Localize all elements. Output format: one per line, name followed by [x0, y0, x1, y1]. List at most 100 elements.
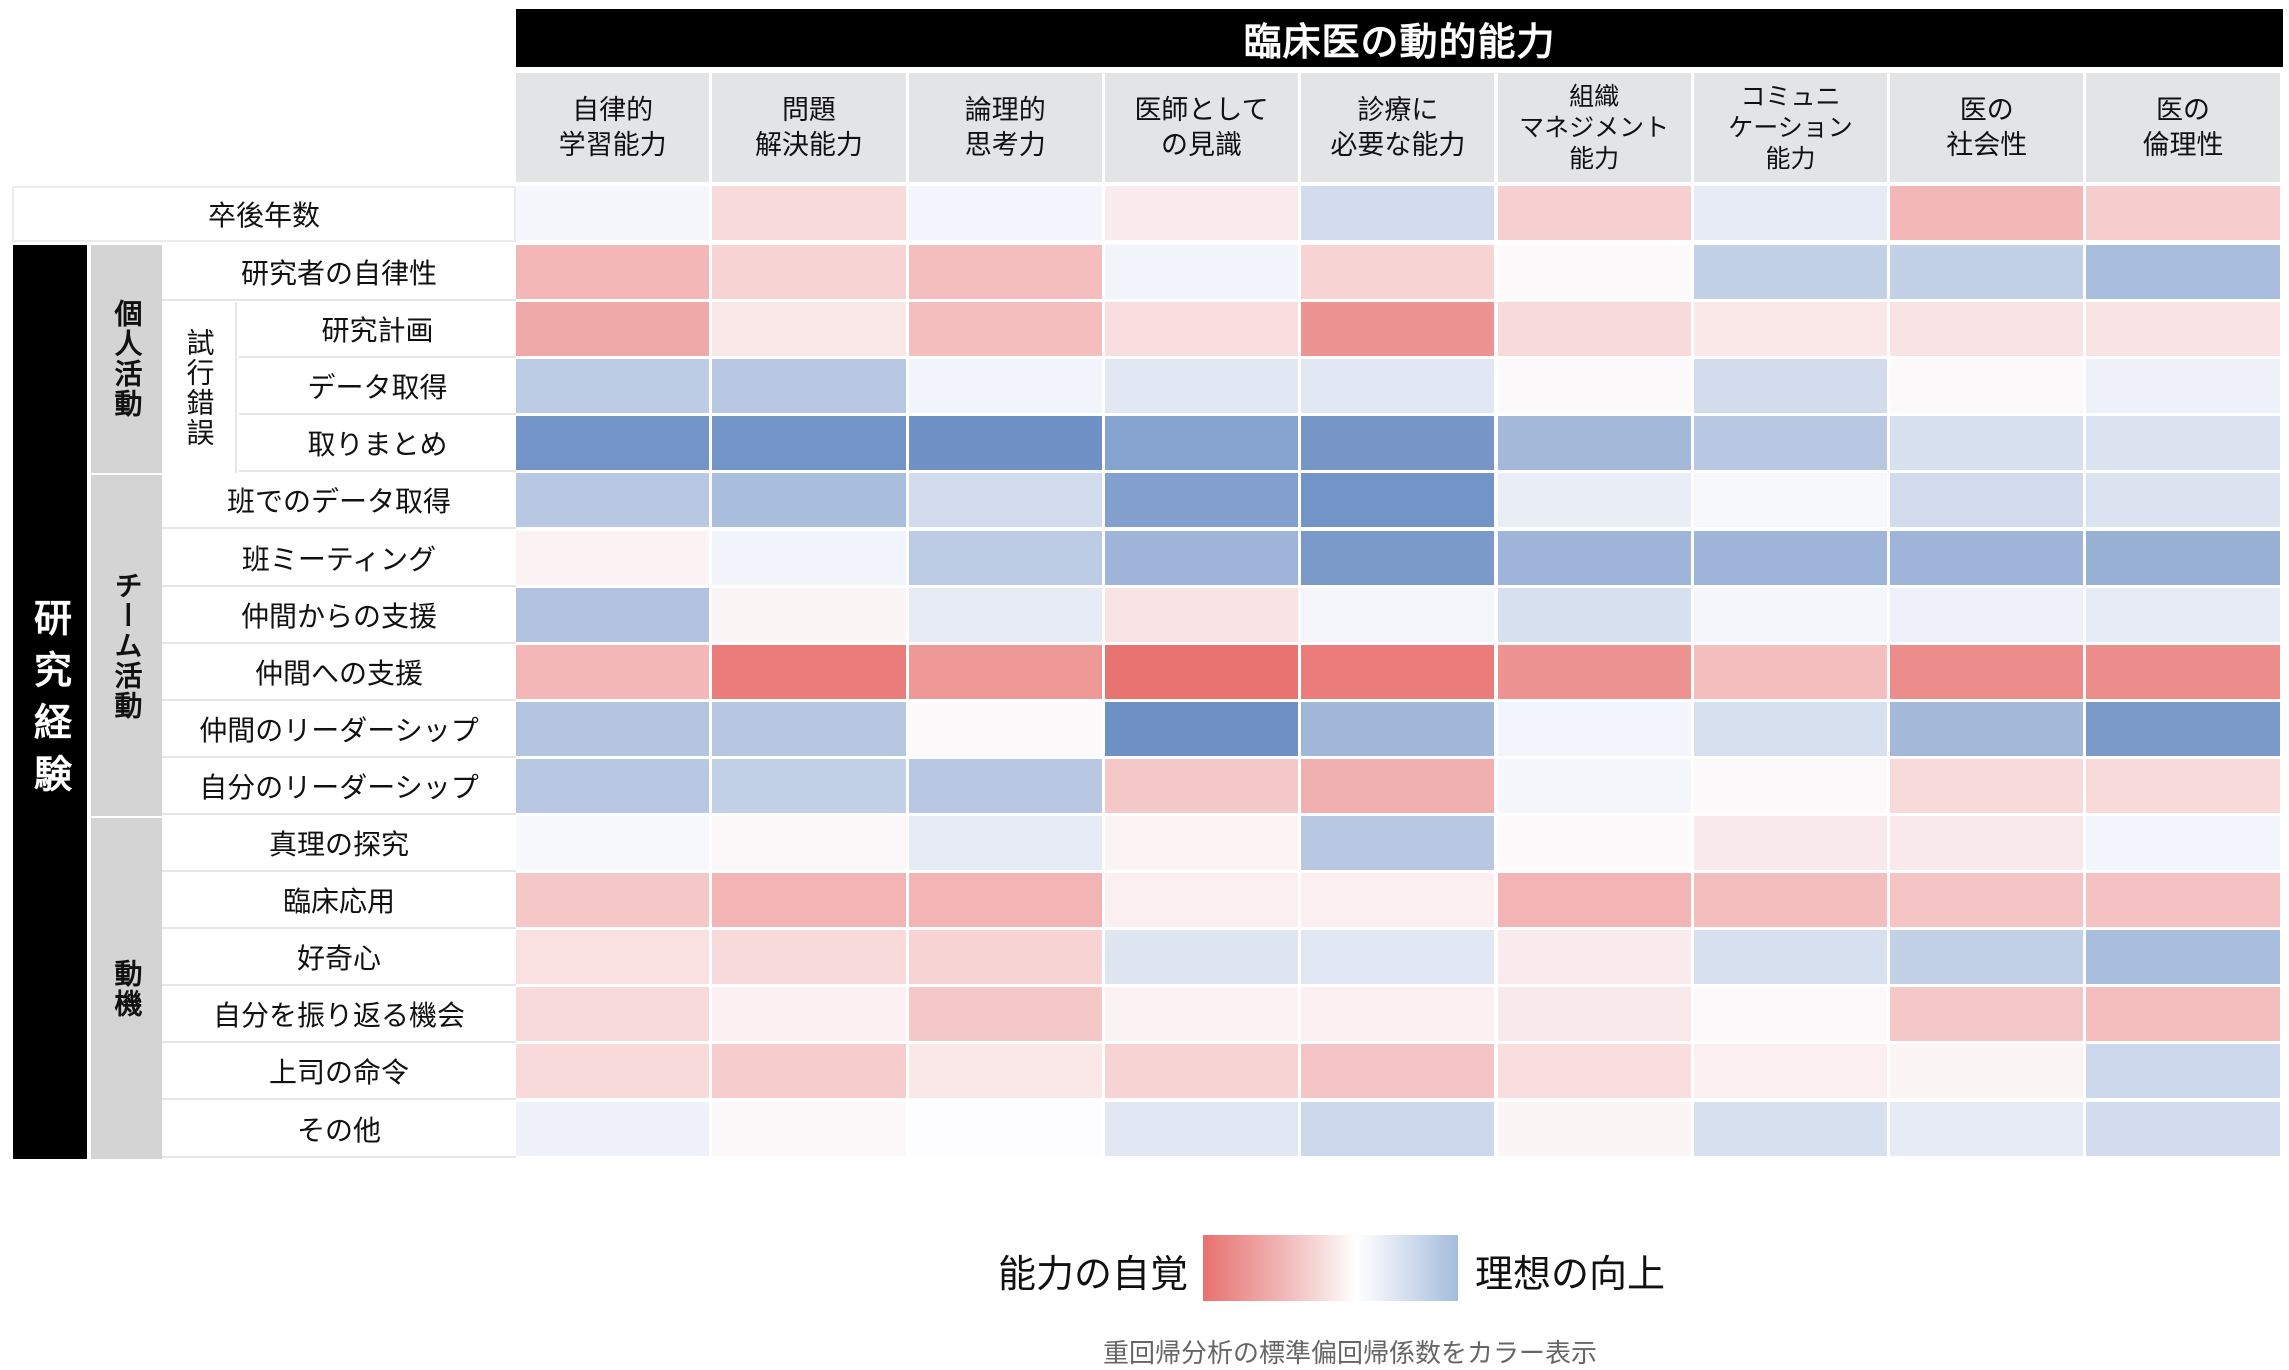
heatmap-cell — [1104, 530, 1302, 588]
heatmap-cell — [2086, 987, 2283, 1045]
subgroup-trial-and-error: 試行錯誤 — [162, 302, 237, 473]
heatmap-cell — [712, 530, 909, 588]
heatmap-cell — [1301, 758, 1498, 816]
heatmap-cell — [1301, 530, 1498, 588]
heatmap-cell — [2086, 416, 2283, 474]
heatmap-cell — [1497, 359, 1694, 417]
heatmap-cell — [516, 644, 713, 702]
heatmap-cell — [1890, 1101, 2087, 1159]
row-label: 取りまとめ — [239, 416, 516, 473]
heatmap-cell — [1497, 302, 1694, 360]
heatmap-cell — [516, 987, 713, 1045]
legend-color-scale — [1203, 1235, 1458, 1301]
heatmap-cell — [2086, 873, 2283, 931]
heatmap-cell — [2086, 587, 2283, 645]
row-label: その他 — [162, 1101, 516, 1158]
heatmap-cell — [1104, 1101, 1302, 1159]
heatmap-cell — [1693, 245, 1891, 303]
row-label: 研究者の自律性 — [162, 245, 516, 302]
row-label: 班でのデータ取得 — [162, 473, 516, 530]
row-label: 自分を振り返る機会 — [162, 987, 516, 1044]
heatmap-cell — [1104, 186, 1302, 243]
heatmap-cell — [2086, 473, 2283, 531]
column-header: 自律的 学習能力 — [516, 73, 713, 182]
heatmap-cell — [1890, 873, 2087, 931]
heatmap-cell — [712, 930, 909, 988]
heatmap-cell — [1890, 530, 2087, 588]
heatmap-cell — [516, 930, 713, 988]
heatmap-cell — [1693, 302, 1891, 360]
heatmap-cell — [712, 186, 909, 243]
heatmap-cell — [712, 416, 909, 474]
heatmap-cell — [1497, 644, 1694, 702]
heatmap-cell — [1693, 416, 1891, 474]
heatmap-cell — [516, 701, 713, 759]
heatmap-cell — [1301, 245, 1498, 303]
heatmap-cell — [2086, 245, 2283, 303]
heatmap-cell — [1890, 987, 2087, 1045]
heatmap-cell — [1693, 758, 1891, 816]
heatmap-cell — [2086, 302, 2283, 360]
heatmap-cell — [908, 473, 1105, 531]
heatmap-cell — [516, 473, 713, 531]
column-header: 組織 マネジメント 能力 — [1497, 73, 1694, 182]
column-header: 医の 倫理性 — [2086, 73, 2283, 182]
heatmap-cell — [1693, 587, 1891, 645]
heatmap-cell — [1890, 644, 2087, 702]
heatmap-cell — [516, 1101, 713, 1159]
heatmap-cell — [1890, 930, 2087, 988]
heatmap-cell — [908, 816, 1105, 874]
heatmap-cell — [1890, 816, 2087, 874]
heatmap-cell — [1890, 416, 2087, 474]
heatmap-cell — [1104, 873, 1302, 931]
heatmap-cell — [2086, 1101, 2283, 1159]
heatmap-cell — [1497, 987, 1694, 1045]
row-label: 仲間への支援 — [162, 644, 516, 701]
heatmap-cell — [516, 245, 713, 303]
heatmap-cell — [1104, 987, 1302, 1045]
heatmap-cell — [1301, 416, 1498, 474]
heatmap-cell — [2086, 816, 2283, 874]
row-label: 真理の探究 — [162, 816, 516, 873]
heatmap-cell — [1890, 587, 2087, 645]
heatmap-cell — [516, 873, 713, 931]
heatmap-cell — [712, 1044, 909, 1102]
heatmap-cell — [908, 644, 1105, 702]
heatmap-cell — [712, 587, 909, 645]
heatmap-cell — [1301, 302, 1498, 360]
heatmap-cell — [1693, 873, 1891, 931]
heatmap-cell — [908, 987, 1105, 1045]
heatmap-cell — [1301, 701, 1498, 759]
heatmap-cell — [1104, 302, 1302, 360]
heatmap-cell — [2086, 359, 2283, 417]
row-label: 自分のリーダーシップ — [162, 758, 516, 815]
heatmap-cell — [908, 530, 1105, 588]
heatmap-cell — [1497, 930, 1694, 988]
row-label: 上司の命令 — [162, 1044, 516, 1101]
heatmap-cell — [1104, 1044, 1302, 1102]
heatmap-cell — [1104, 930, 1302, 988]
heatmap-cell — [1890, 359, 2087, 417]
heatmap-cell — [1890, 701, 2087, 759]
column-header: 診療に 必要な能力 — [1301, 73, 1498, 182]
column-header: 問題 解決能力 — [712, 73, 909, 182]
heatmap-cell — [712, 1101, 909, 1159]
heatmap-cell — [1693, 644, 1891, 702]
heatmap-cell — [908, 758, 1105, 816]
heatmap-cell — [1497, 587, 1694, 645]
heatmap-cell — [516, 587, 713, 645]
legend-label-ideal-improvement: 理想の向上 — [1475, 1251, 1666, 1296]
heatmap-cell — [1104, 644, 1302, 702]
row-label: 仲間からの支援 — [162, 587, 516, 644]
heatmap-cell — [2086, 758, 2283, 816]
heatmap-cell — [516, 530, 713, 588]
heatmap-cell — [1301, 1044, 1498, 1102]
column-header: コミュニ ケーション 能力 — [1693, 73, 1891, 182]
heatmap-cell — [1890, 473, 2087, 531]
row-label: 好奇心 — [162, 930, 516, 987]
heatmap-cell — [516, 186, 713, 243]
group-motivation: 動機 — [91, 818, 162, 1159]
heatmap-cell — [1497, 530, 1694, 588]
heatmap-cell — [1497, 1101, 1694, 1159]
heatmap-cell — [516, 302, 713, 360]
